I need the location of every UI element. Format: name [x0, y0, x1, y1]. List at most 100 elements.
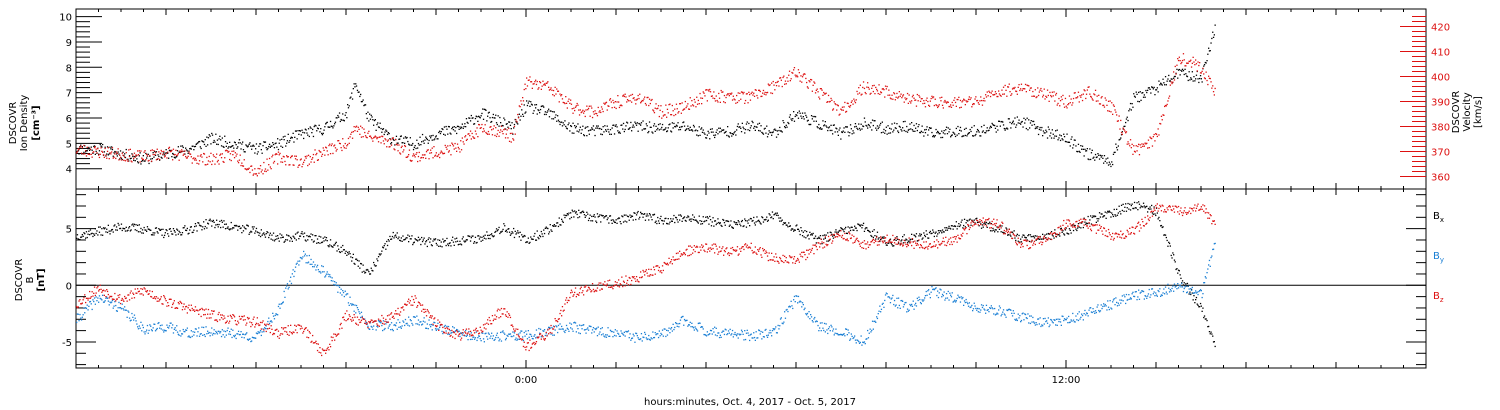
data-point [318, 271, 320, 273]
data-point [1000, 121, 1002, 123]
data-point [828, 101, 831, 103]
data-point [251, 165, 253, 167]
data-point [270, 145, 272, 147]
data-point [1091, 149, 1093, 151]
data-point [208, 331, 210, 334]
data-point [827, 94, 830, 97]
data-point [384, 243, 386, 245]
data-point [102, 151, 104, 153]
data-point [182, 227, 184, 229]
data-point [292, 132, 294, 134]
data-point [994, 231, 996, 233]
data-point [202, 334, 204, 336]
data-point [788, 222, 790, 224]
data-point [1117, 145, 1119, 147]
data-point [732, 133, 734, 136]
data-point [1119, 210, 1121, 213]
data-point [955, 221, 957, 223]
data-point [170, 150, 172, 153]
data-point [229, 228, 232, 230]
data-point [516, 232, 518, 234]
data-point [81, 234, 83, 236]
data-point [121, 158, 123, 161]
data-point [164, 152, 166, 154]
data-point [664, 114, 666, 116]
data-point [1046, 89, 1049, 91]
data-point [1101, 96, 1103, 98]
data-point [468, 235, 470, 237]
data-point [117, 307, 119, 309]
data-point [750, 218, 752, 220]
data-point [854, 225, 856, 227]
data-point [582, 125, 584, 127]
data-point [648, 213, 651, 215]
data-point [986, 127, 988, 129]
data-point [1136, 150, 1138, 152]
data-point [522, 236, 525, 238]
data-point [312, 153, 315, 156]
data-point [249, 171, 251, 174]
data-point [331, 277, 333, 279]
data-point [934, 232, 936, 234]
data-point [753, 95, 756, 97]
data-point [660, 215, 662, 218]
data-point [345, 250, 347, 252]
data-point [871, 129, 873, 131]
data-point [705, 216, 707, 218]
data-point [387, 327, 389, 329]
data-point [640, 213, 643, 215]
data-point [1180, 277, 1182, 279]
data-point [623, 95, 625, 98]
data-point [581, 211, 583, 213]
data-point [102, 227, 105, 229]
data-point [284, 240, 286, 242]
data-point [144, 333, 146, 335]
data-point [403, 239, 405, 241]
data-point [782, 76, 784, 79]
data-point [795, 114, 797, 116]
data-point [762, 133, 765, 135]
data-point [485, 109, 487, 111]
data-point [921, 98, 923, 100]
data-point [303, 255, 306, 257]
data-point [348, 142, 350, 144]
data-point [1021, 89, 1023, 92]
data-point [458, 243, 460, 245]
data-point [1106, 104, 1108, 106]
data-point [1133, 145, 1135, 147]
data-point [662, 129, 664, 131]
data-point [614, 125, 616, 127]
data-point [105, 155, 107, 157]
data-point [97, 148, 99, 150]
data-point [722, 129, 724, 131]
data-point [474, 130, 477, 132]
data-point [355, 258, 358, 260]
data-point [445, 244, 447, 247]
data-point [289, 280, 291, 282]
data-point [233, 336, 236, 338]
data-point [613, 220, 615, 222]
data-point [1168, 80, 1171, 82]
data-point [666, 108, 669, 110]
data-point [627, 216, 630, 218]
data-point [992, 227, 994, 230]
data-point [89, 153, 91, 156]
data-point [657, 216, 659, 219]
data-point [992, 124, 994, 126]
data-point [1104, 211, 1106, 213]
data-point [1124, 125, 1126, 127]
data-point [937, 230, 940, 232]
data-point [124, 160, 127, 162]
data-point [539, 112, 541, 114]
data-point [881, 236, 883, 238]
data-point [1180, 62, 1182, 65]
data-point [691, 129, 693, 131]
data-point [80, 152, 83, 154]
data-point [663, 129, 665, 131]
data-point [648, 130, 650, 133]
data-point [974, 222, 976, 224]
data-point [806, 116, 808, 118]
data-point [594, 216, 596, 218]
data-point [454, 130, 456, 132]
data-point [233, 157, 236, 159]
